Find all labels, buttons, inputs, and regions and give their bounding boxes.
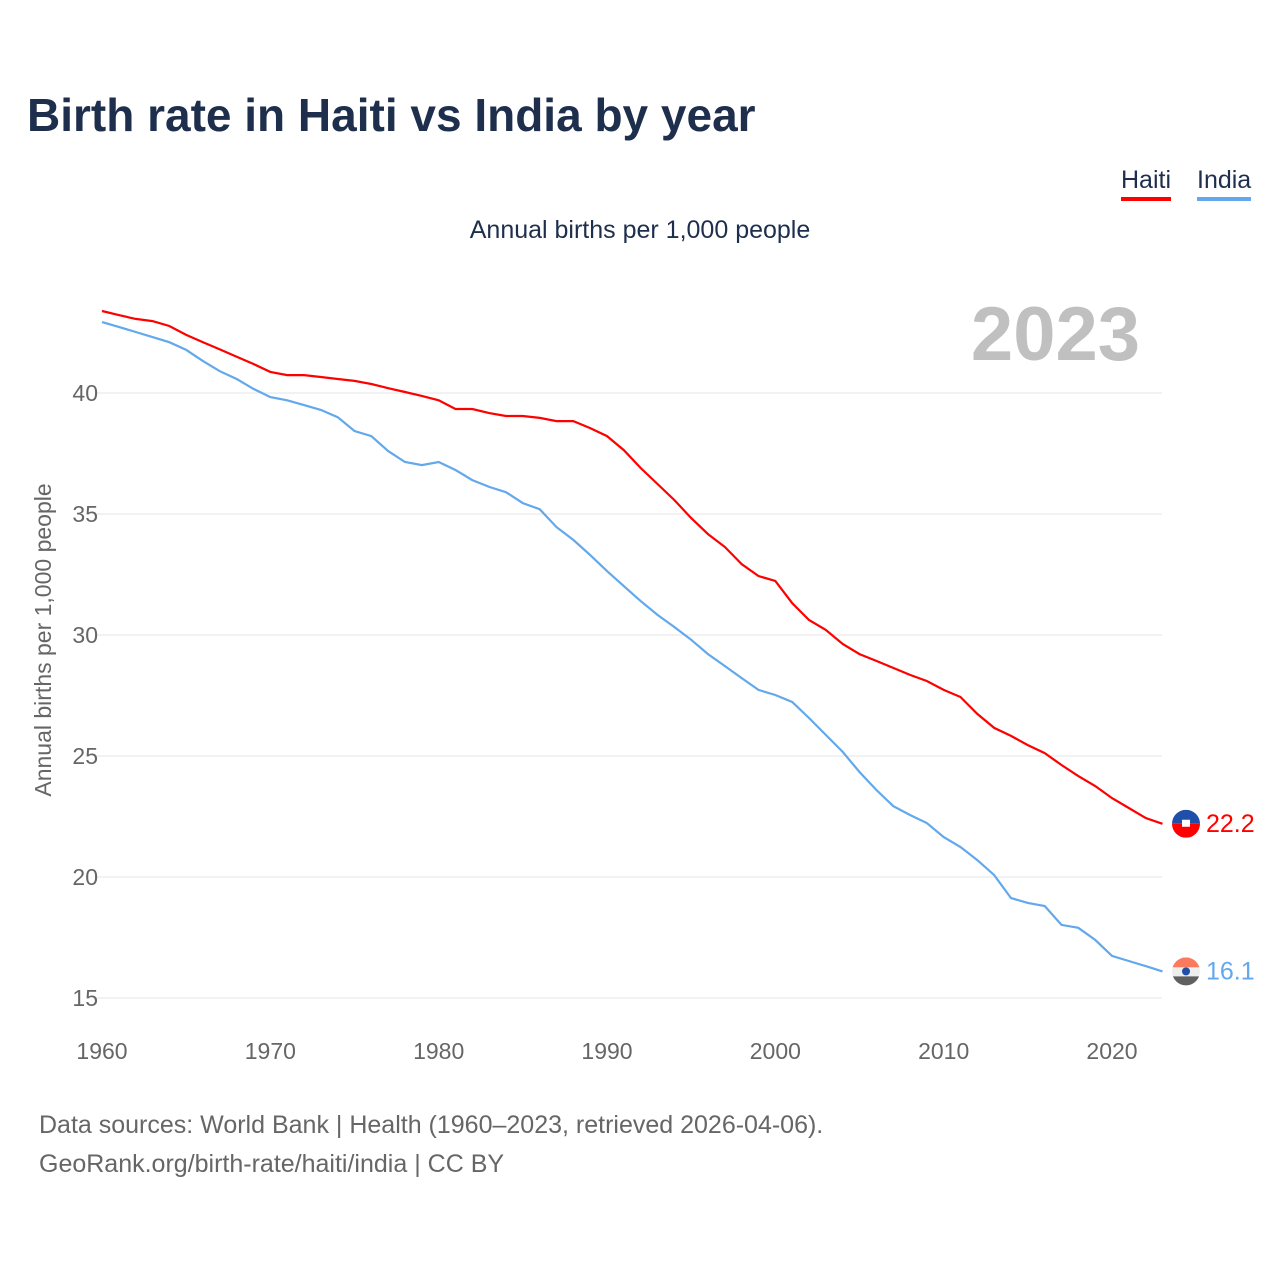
flag-india-icon (1172, 957, 1200, 986)
legend-india[interactable]: India (1197, 166, 1252, 201)
x-tick-label: 1970 (245, 1038, 296, 1064)
end-value-label-haiti: 22.2 (1206, 810, 1255, 838)
y-tick-label: 40 (72, 380, 98, 406)
flag-haiti-icon (1172, 809, 1200, 838)
x-tick-label: 2000 (750, 1038, 801, 1064)
source-note: Data sources: World Bank | Health (1960–… (39, 1106, 823, 1184)
source-line-2[interactable]: GeoRank.org/birth-rate/haiti/india | CC … (39, 1150, 505, 1178)
y-tick-label: 35 (72, 501, 98, 527)
series-line-india (101, 321, 1163, 973)
y-axis-label: Annual births per 1,000 people (30, 483, 56, 796)
y-tick-label: 30 (72, 622, 98, 648)
series-line-haiti (101, 309, 1163, 825)
x-tick-label: 1960 (76, 1038, 127, 1064)
y-tick-label: 25 (72, 743, 98, 769)
x-tick-label: 1980 (413, 1038, 464, 1064)
x-tick-label: 2010 (918, 1038, 969, 1064)
y-tick-label: 15 (72, 985, 98, 1011)
chart-subtitle: Annual births per 1,000 people (469, 216, 811, 244)
y-tick-label: 20 (72, 864, 98, 890)
end-value-label-india: 16.1 (1206, 957, 1255, 985)
chart-title: Birth rate in Haiti vs India by year (27, 89, 756, 141)
legend-haiti[interactable]: Haiti (1121, 166, 1172, 201)
source-line-1: Data sources: World Bank | Health (1960–… (39, 1111, 824, 1139)
x-tick-label: 1990 (581, 1038, 632, 1064)
year-watermark: 2023 (971, 292, 1140, 377)
x-tick-label: 2020 (1086, 1038, 1137, 1064)
